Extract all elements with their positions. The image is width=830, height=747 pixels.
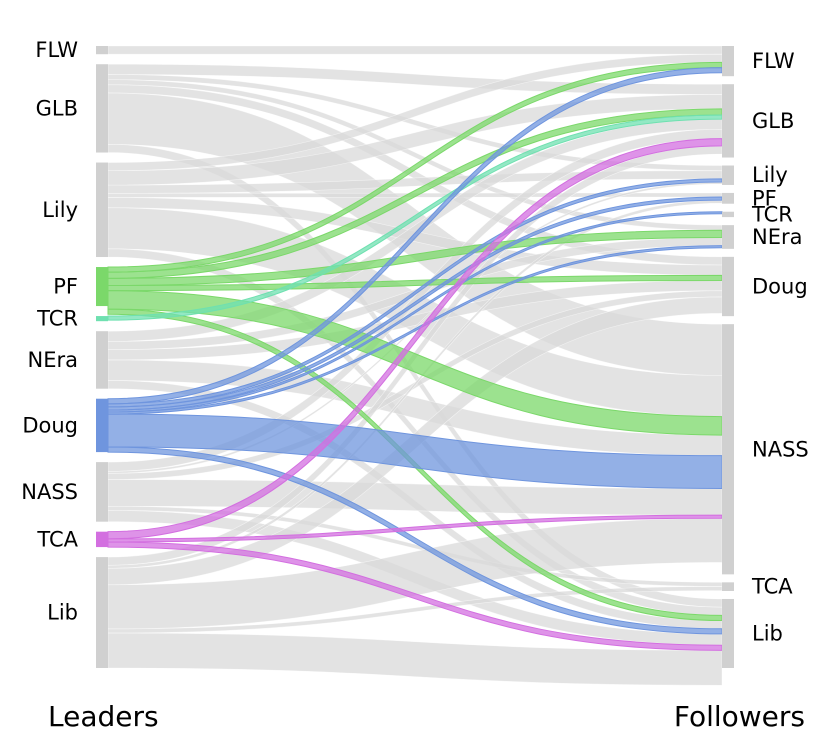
follower-node-tca	[722, 582, 734, 591]
leader-node-doug	[96, 398, 108, 453]
follower-label-glb: GLB	[752, 109, 794, 133]
leader-label-tca: TCA	[36, 527, 78, 551]
leader-labels: FLW GLB Lily PF TCR NEra Doug NASS TCA Lib	[21, 38, 78, 624]
follower-node-doug	[722, 256, 734, 317]
highlighted-flows	[107, 61, 723, 651]
leader-label-flw: FLW	[35, 38, 78, 62]
leader-node-pf	[96, 267, 108, 307]
left-axis-label: Leaders	[48, 700, 159, 733]
leader-node-glb	[96, 64, 108, 153]
flow-lib-to-lib	[107, 632, 723, 686]
leader-label-tcr: TCR	[36, 307, 78, 331]
follower-label-doug: Doug	[752, 275, 808, 299]
follower-label-tcr: TCR	[751, 202, 793, 226]
leader-node-tcr	[96, 316, 108, 322]
leader-node-lily	[96, 162, 108, 258]
leader-label-lib: Lib	[47, 601, 78, 625]
follower-node-lily	[722, 165, 734, 185]
leader-node-tca	[96, 531, 108, 548]
follower-node-flw	[722, 46, 734, 77]
follower-label-nera: NEra	[752, 225, 802, 249]
leader-label-doug: Doug	[22, 413, 78, 437]
follower-node-lib	[722, 598, 734, 668]
follower-label-nass: NASS	[752, 437, 809, 461]
follower-node-nass	[722, 324, 734, 575]
right-axis-label: Followers	[674, 700, 805, 733]
follower-node-glb	[722, 84, 734, 158]
follower-label-lib: Lib	[752, 621, 783, 645]
leader-label-pf: PF	[53, 275, 78, 299]
leader-label-lily: Lily	[42, 198, 78, 222]
follower-label-pf: PF	[752, 186, 777, 210]
follower-node-nera	[722, 225, 734, 249]
leader-nodes	[96, 46, 108, 668]
flow-flw-to-flw	[107, 45, 723, 55]
leader-node-nera	[96, 331, 108, 389]
leader-node-nass	[96, 462, 108, 522]
leader-label-nass: NASS	[21, 480, 78, 504]
follower-label-tca: TCA	[751, 575, 793, 599]
leader-node-flw	[96, 46, 108, 55]
leader-label-glb: GLB	[36, 96, 78, 120]
follower-nodes	[722, 46, 734, 668]
follower-label-lily: Lily	[752, 163, 788, 187]
leader-label-nera: NEra	[28, 348, 78, 372]
follower-node-pf	[722, 192, 734, 204]
follower-node-tcr	[722, 211, 734, 218]
leader-node-lib	[96, 557, 108, 668]
follower-label-flw: FLW	[752, 49, 795, 73]
